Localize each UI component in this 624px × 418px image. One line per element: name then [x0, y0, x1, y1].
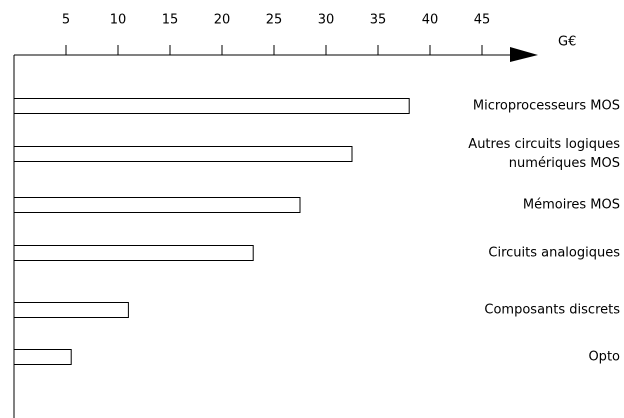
x-tick-label: 35: [370, 13, 387, 28]
category-label: Circuits analogiques: [488, 245, 620, 261]
category-label: Opto: [588, 349, 620, 365]
x-tick-label: 15: [162, 13, 179, 28]
category-label: Autres circuits logiques numériques MOS: [468, 137, 620, 171]
x-axis-label: G€: [558, 35, 576, 50]
x-tick-label: 45: [474, 13, 491, 28]
category-label: Composants discrets: [484, 302, 620, 318]
x-tick-label: 5: [62, 13, 70, 28]
x-tick-label: 20: [214, 13, 231, 28]
bar: [13, 197, 301, 213]
x-tick-label: 25: [266, 13, 283, 28]
category-label: Microprocesseurs MOS: [472, 98, 620, 114]
axis-arrow: [510, 47, 538, 62]
x-tick-label: 30: [318, 13, 335, 28]
bar: [13, 349, 72, 365]
bar: [13, 302, 129, 318]
x-tick-label: 10: [110, 13, 127, 28]
bar: [13, 98, 410, 114]
bar: [13, 146, 353, 162]
x-tick-label: 40: [422, 13, 439, 28]
bar: [13, 245, 254, 261]
category-label: Mémoires MOS: [522, 197, 620, 213]
